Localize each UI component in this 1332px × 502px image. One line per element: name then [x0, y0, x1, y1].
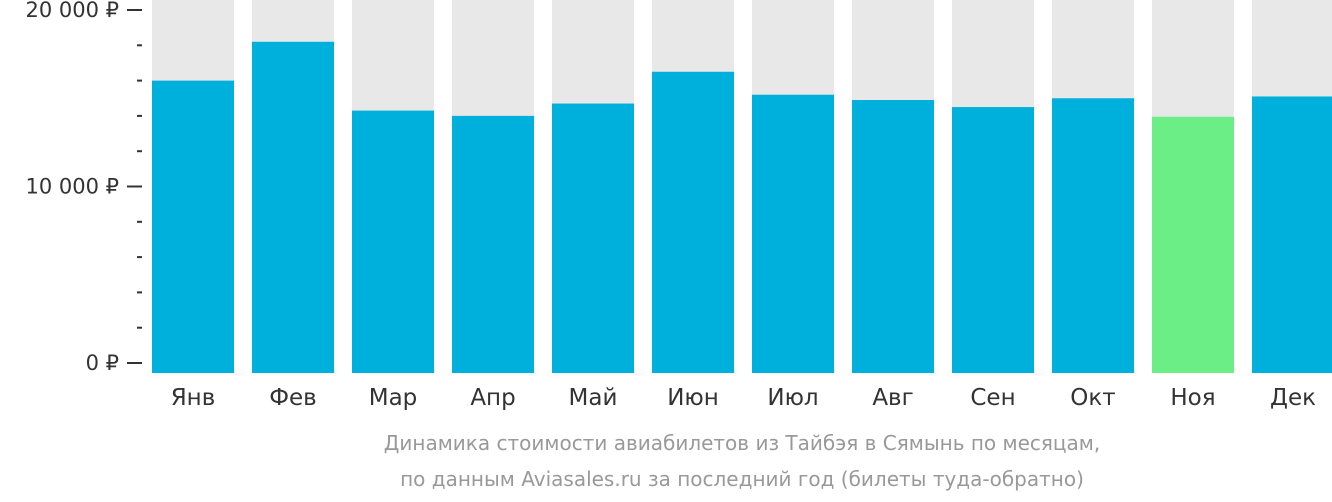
bar-7 [752, 94, 834, 373]
x-tick-label: Дек [1270, 385, 1316, 411]
caption-line-1: Динамика стоимости авиабилетов из Тайбэя… [383, 431, 1101, 455]
bar-10 [1052, 98, 1134, 373]
bar-11 [1152, 116, 1234, 373]
x-axis-labels: Янв Фев Мар Апр Май Июн Июл Авг Сен Окт Ноя Дек [171, 385, 1316, 411]
x-tick-label: Сен [970, 385, 1015, 411]
bar-3 [352, 110, 434, 373]
value-bars [152, 41, 1332, 374]
x-tick-label: Ноя [1170, 385, 1215, 411]
x-tick-label: Апр [470, 385, 515, 411]
bar-5 [552, 103, 634, 374]
bar-1 [152, 80, 234, 373]
caption-line-2: по данным Aviasales.ru за последний год … [400, 467, 1084, 491]
y-tick-label: 10 000 ₽ [25, 175, 119, 199]
x-tick-label: Июл [767, 385, 818, 411]
bar-6 [652, 71, 734, 374]
y-axis: 0 ₽ 10 000 ₽ 20 000 ₽ [25, 0, 142, 375]
bar-9 [952, 107, 1034, 373]
x-tick-label: Май [569, 385, 618, 411]
y-tick-label: 0 ₽ [86, 351, 119, 375]
y-tick-label: 20 000 ₽ [25, 0, 119, 22]
bar-12 [1252, 96, 1332, 374]
x-tick-label: Мар [369, 385, 418, 411]
bar-8 [852, 100, 934, 373]
bar-2 [252, 41, 334, 374]
bar-4 [452, 115, 534, 374]
x-tick-label: Янв [171, 385, 216, 411]
x-tick-label: Авг [872, 385, 913, 411]
x-tick-label: Фев [269, 385, 317, 411]
x-tick-label: Июн [667, 385, 719, 411]
x-tick-label: Окт [1070, 385, 1115, 411]
